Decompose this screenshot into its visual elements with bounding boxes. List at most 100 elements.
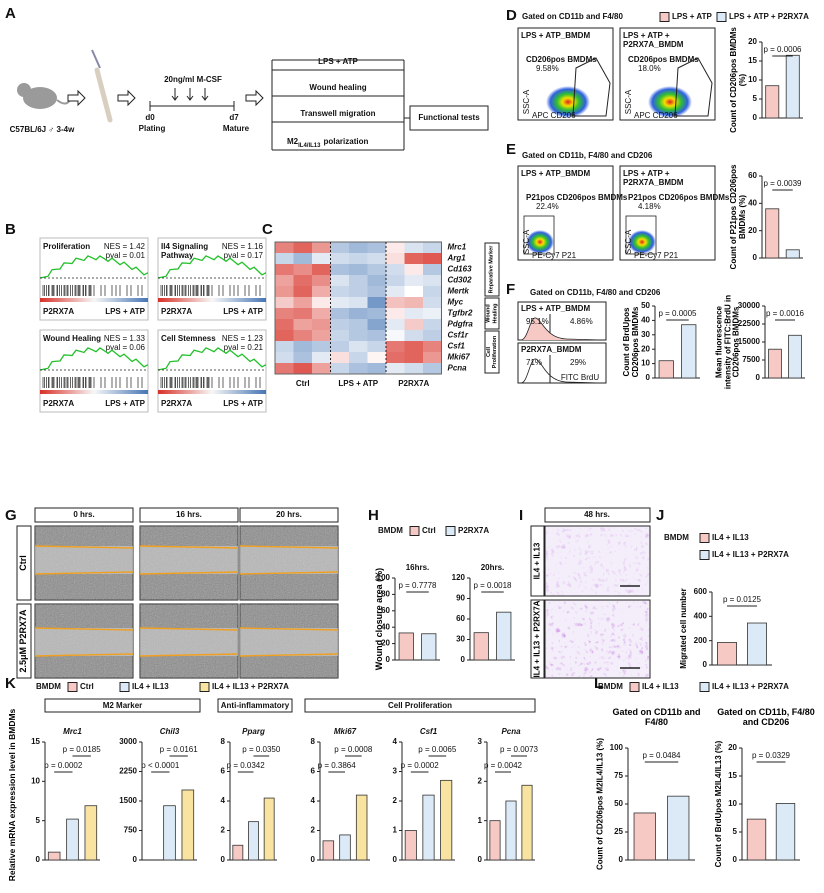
heat-cell [349,363,368,374]
bar [768,348,782,379]
y-tick-label: 15 [728,771,737,780]
gsea-right: LPS + ATP [223,307,263,316]
test-label: Transwell migration [300,109,375,118]
bar [322,840,335,861]
gate-percent: 22.4% [536,202,559,211]
p-value: p = 0.0185 [63,745,102,754]
panel-label: J [656,507,664,524]
y-axis-label-box: Mean fluorescence intensity of FITC:BrdU… [714,295,741,389]
row-box [16,603,32,679]
legend-label: P2RX7A [458,526,489,535]
heat-cell [386,297,405,308]
panel-header: Gated on CD11b and F4/80 [522,12,623,21]
y-tick-label: 200 [694,636,708,645]
syringe [91,49,101,69]
heat-cell [349,297,368,308]
heat-cell [423,297,442,308]
heat-cell [312,341,331,352]
heat-cell [312,352,331,363]
gsea-title: Cell Stemness [161,334,216,343]
y-tick-label: 3 [478,737,483,746]
y-tick-label: 0 [386,655,391,664]
y-tick-label: 100 [377,573,391,582]
flow-y-axis: SSC-A [624,89,633,114]
bar [489,820,501,861]
gsea-pval: pval = 0.06 [106,343,146,352]
y-tick-label: 6 [311,767,316,776]
y-tick-label: 20 [641,344,650,353]
legend-swatch [659,12,670,22]
heat-cell [275,253,294,264]
legend-title: BMDM [598,682,623,691]
hist-right: 29% [570,358,586,367]
y-tick-label: 4 [311,796,316,805]
panel-label: L [594,675,603,692]
y-tick-label: 0 [753,113,758,122]
heat-cell [367,275,386,286]
p-value: p = 0.0042 [484,761,523,770]
p-value: p = 0.0018 [473,581,512,590]
panel-label: K [5,675,16,692]
y-tick-label: 0 [756,373,761,382]
heat-cell [404,253,423,264]
y-tick-label: 0 [753,253,758,262]
heat-cell [330,319,349,330]
column-label: 20 hrs. [276,510,302,519]
y-tick-label: 2 [311,826,316,835]
density [546,86,590,118]
heat-cell [330,341,349,352]
heat-cell [367,242,386,253]
p-value: p = 0.0329 [752,751,791,760]
flow-x-axis: PE-Cy7 P21 [532,251,577,260]
polarization-rest: polarization [323,137,368,146]
gsea-right: LPS + ATP [105,399,145,408]
y-tick-label: 100 [610,743,624,752]
heat-cell [386,308,405,319]
y-tick-label: 7500 [742,355,760,364]
gsea-nes: NES = 1.42 [104,242,146,251]
hist-curve [520,317,602,341]
rule [239,627,339,631]
row-label: Ctrl [18,555,29,571]
heat-cell [423,319,442,330]
y-tick-label: 5 [753,94,758,103]
legend-label: Ctrl [80,682,94,691]
gsea-nes: NES = 1.33 [104,334,146,343]
rule [34,653,134,657]
p-value: p = 0.0342 [227,761,266,770]
heat-cell [386,352,405,363]
y-tick-label: 10 [728,799,737,808]
gsea-curve [157,255,267,279]
row-box [530,599,545,679]
heat-cell [275,330,294,341]
hist-frame [517,342,607,384]
heat-cell [293,253,312,264]
flow-title: LPS + ATP_BMDM [521,169,590,178]
heat-cell [293,275,312,286]
transwell-texture [545,600,650,678]
heat-cell [349,264,368,275]
hist-left: 71% [526,358,542,367]
heat-cell [404,352,423,363]
gate-label: CD206pos BMDMs [628,55,699,64]
row-label: 2.5μM P2RX7A [18,609,29,673]
gsea-curve [39,255,149,279]
hist-left: 95.1% [526,317,549,326]
heat-cell [293,308,312,319]
heat-cell [293,286,312,297]
group-label: Reparative Marker [488,245,495,294]
mouse-icon [23,87,57,109]
y-tick-label: 30000 [738,301,761,310]
gene-label: Cd302 [448,276,473,285]
heat-cell [349,253,368,264]
bar [785,249,800,259]
gsea-left: P2RX7A [43,307,74,316]
panel-label: G [5,507,17,524]
p-value: p = 0.0006 [763,45,802,54]
column-label: 0 hrs. [73,510,94,519]
y-tick-label: 120 [452,573,466,582]
panel-label: C [262,221,273,238]
gate-label: P21pos CD206pos BMDMs [526,193,628,202]
flow-title: P2RX7A_BMDM [623,40,684,49]
heat-cell [386,330,405,341]
